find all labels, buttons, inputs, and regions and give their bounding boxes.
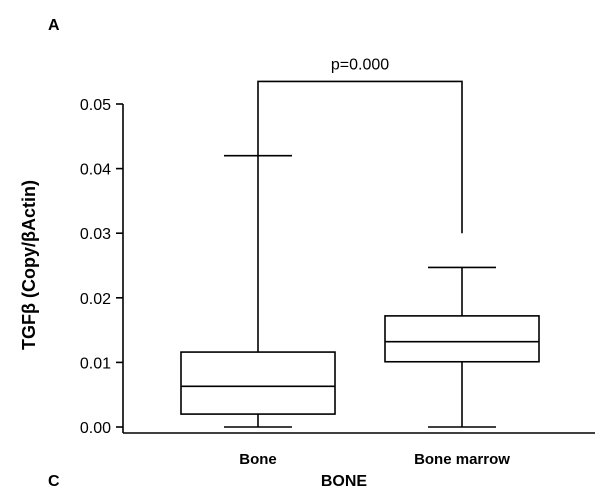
x-tick-label: Bone [239, 451, 277, 468]
x-axis: Bone Bone marrow [123, 432, 595, 468]
significance-bracket [257, 80, 463, 234]
y-tick-label: 0.02 [80, 291, 111, 308]
boxes [180, 154, 540, 428]
panel-label-c: C [48, 473, 60, 490]
box-bone [180, 154, 336, 428]
p-value-label: p=0.000 [331, 56, 389, 73]
box-iqr [180, 351, 336, 415]
y-tick-label: 0.00 [80, 420, 111, 437]
y-tick-label: 0.01 [80, 355, 111, 372]
x-tick-label: Bone marrow [414, 451, 510, 468]
box-bone-marrow [384, 266, 540, 428]
panel-label-a: A [48, 17, 60, 34]
y-axis: 0.00 0.01 0.02 0.03 0.04 0.05 [80, 97, 124, 437]
y-tick-label: 0.04 [80, 162, 111, 179]
y-tick-label: 0.03 [80, 226, 111, 243]
box-iqr [384, 315, 540, 363]
y-axis-label: TGFβ (Copy/βActin) [19, 180, 39, 350]
significance-annotation: p=0.000 [257, 56, 463, 234]
x-axis-label: BONE [321, 473, 368, 490]
y-tick-label: 0.05 [80, 97, 111, 114]
